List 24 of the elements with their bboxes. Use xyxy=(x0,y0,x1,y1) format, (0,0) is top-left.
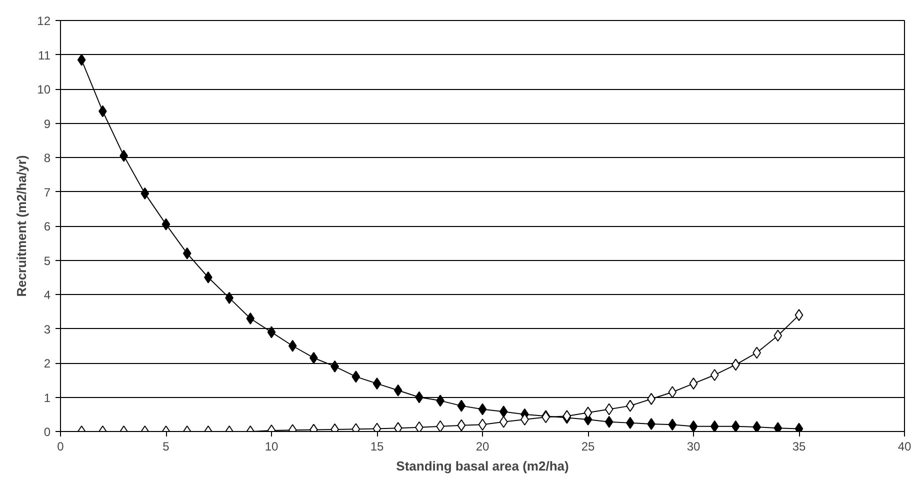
y-tick-label: 11 xyxy=(38,48,51,62)
x-tick-label: 25 xyxy=(581,440,595,454)
x-axis-title: Standing basal area (m2/ha) xyxy=(396,458,569,474)
y-tick-label: 5 xyxy=(44,254,51,268)
x-tick-label: 35 xyxy=(792,440,806,454)
y-tick-label: 3 xyxy=(44,322,51,336)
x-tick-label: 15 xyxy=(370,440,384,454)
x-tick-label: 10 xyxy=(264,440,278,454)
y-tick-label: 4 xyxy=(44,288,51,302)
y-axis-title: Recruitment (m2/ha/yr) xyxy=(14,155,30,297)
y-tick-label: 12 xyxy=(37,14,51,28)
y-tick-label: 2 xyxy=(44,356,51,370)
x-tick-label: 30 xyxy=(686,440,700,454)
x-tick-label: 20 xyxy=(476,440,490,454)
x-tick-label: 5 xyxy=(162,440,170,454)
y-tick-label: 8 xyxy=(44,151,51,165)
y-tick-label: 6 xyxy=(44,220,51,234)
y-tick-label: 7 xyxy=(44,185,51,200)
x-tick-label: 0 xyxy=(57,440,64,454)
y-tick-label: 9 xyxy=(44,116,51,131)
y-tick-label: 1 xyxy=(44,390,51,405)
x-tick-label: 40 xyxy=(898,440,912,454)
y-tick-label: 10 xyxy=(37,82,51,96)
y-tick-label: 0 xyxy=(44,425,51,439)
